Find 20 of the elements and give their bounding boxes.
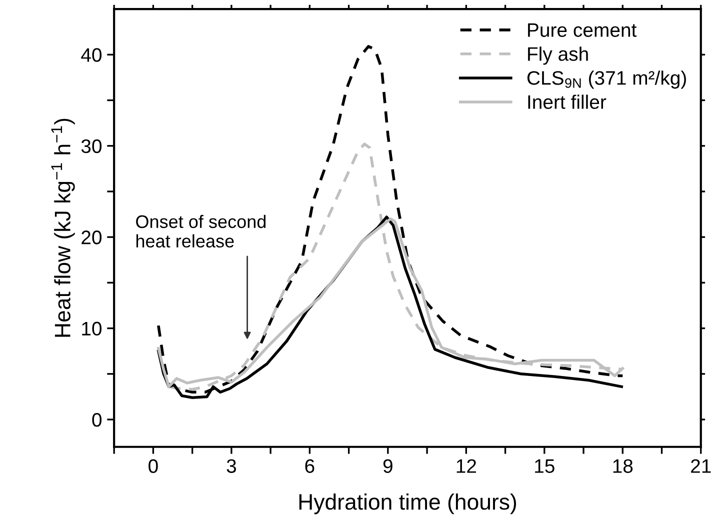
legend-label: Inert filler (528, 94, 606, 109)
x-tick-label: 18 (613, 459, 633, 473)
x-tick-label: 9 (383, 459, 392, 473)
y-tick-label: 40 (81, 48, 102, 62)
y-tick-label: 30 (81, 139, 102, 154)
x-tick-label: 6 (305, 459, 314, 473)
x-axis-title: Hydration time (hours) (299, 493, 516, 514)
x-tick-label: 21 (691, 459, 711, 473)
legend-label: CLS$_{9N}$ (371 m²/kg) (527, 70, 686, 89)
x-tick-label: 0 (148, 459, 158, 473)
x-tick-label: 12 (456, 459, 476, 473)
x-tick-label: 3 (226, 459, 236, 473)
y-tick-label: 10 (82, 322, 102, 336)
y-tick-label: 20 (82, 230, 102, 244)
annotation: Onset of second heat release (136, 214, 266, 248)
y-axis-title: Heat flow (kJ kg$^{−1}$ h$^{−1}$) (51, 118, 75, 337)
y-tick-label: 0 (92, 412, 102, 427)
legend-label: Pure cement (528, 23, 637, 37)
x-tick-label: 15 (535, 459, 554, 473)
legend-label: Fly ash (528, 46, 588, 65)
